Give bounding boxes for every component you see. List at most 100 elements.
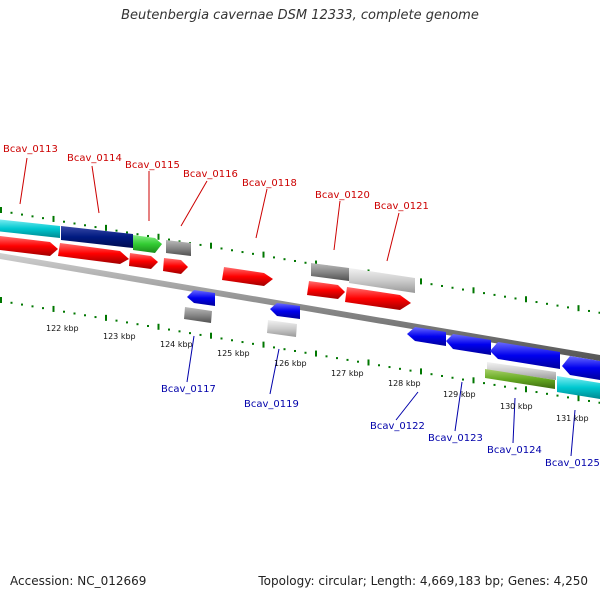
major-tick	[0, 207, 2, 213]
minor-tick	[220, 337, 223, 340]
gene-forward-arrow[interactable]	[307, 281, 345, 299]
major-tick	[315, 350, 317, 357]
minor-tick	[31, 215, 34, 218]
gene-bcav-0116-feature[interactable]	[166, 240, 191, 256]
minor-tick	[294, 259, 296, 262]
minor-tick	[42, 307, 44, 310]
gene-bcav-0125-feature[interactable]	[557, 376, 600, 399]
minor-tick	[273, 256, 275, 259]
major-tick	[472, 377, 475, 384]
major-tick	[105, 224, 107, 231]
major-tick	[0, 297, 2, 303]
gene-reverse-arrow[interactable]	[187, 290, 215, 306]
minor-tick	[462, 378, 464, 381]
gene-bcav-0115-feature[interactable]	[133, 235, 162, 253]
gene-bcav-0113-feature[interactable]	[0, 219, 60, 238]
bottom-gene-labels: Bcav_0117 Bcav_0119 Bcav_0122 Bcav_0123 …	[161, 384, 600, 469]
minor-tick	[252, 342, 254, 345]
scale-tick-label: 125 kbp	[217, 349, 250, 358]
minor-tick	[483, 292, 485, 295]
gene-label-bcav-0123[interactable]: Bcav_0123	[428, 433, 483, 444]
minor-tick	[63, 220, 65, 223]
minor-tick	[304, 351, 307, 354]
gene-bcav-0121-feature[interactable]	[349, 268, 415, 293]
minor-tick	[514, 297, 517, 300]
scale-tick-label: 127 kbp	[331, 369, 364, 378]
minor-tick	[136, 323, 139, 326]
gene-bcav-0120-feature[interactable]	[311, 263, 349, 281]
minor-tick	[63, 310, 65, 313]
gene-bcav-0117-feature[interactable]	[184, 307, 212, 323]
gene-bcav-0123-feature[interactable]	[446, 334, 491, 355]
gene-forward-arrow[interactable]	[0, 236, 58, 256]
major-tick	[420, 278, 422, 285]
gene-bcav-0114-feature[interactable]	[61, 226, 133, 248]
major-tick	[420, 368, 422, 375]
minor-tick	[598, 401, 600, 404]
accession-text: Accession: NC_012669	[10, 574, 147, 588]
gene-label-bcav-0121[interactable]: Bcav_0121	[374, 201, 429, 212]
top-leader-lines	[19, 157, 400, 262]
gene-reverse-arrow[interactable]	[562, 356, 600, 380]
scale-tick-label: 130 kbp	[500, 402, 533, 411]
gene-label-bcav-0122[interactable]: Bcav_0122	[370, 421, 425, 432]
gene-bcav-0118-feature[interactable]	[222, 267, 273, 286]
gene-label-bcav-0114[interactable]: Bcav_0114	[67, 153, 122, 164]
gene-bcav-0124-feature[interactable]	[487, 362, 556, 380]
major-tick	[105, 314, 107, 321]
minor-tick	[231, 249, 233, 252]
gene-label-bcav-0113[interactable]: Bcav_0113	[3, 144, 58, 155]
minor-tick	[378, 364, 380, 367]
minor-tick	[283, 348, 286, 351]
minor-tick	[73, 312, 76, 315]
minor-tick	[556, 394, 559, 397]
minor-tick	[283, 258, 286, 261]
scale-tick-label: 123 kbp	[103, 332, 136, 341]
minor-tick	[73, 222, 76, 225]
gene-forward-arrow[interactable]	[129, 253, 158, 269]
minor-tick	[199, 243, 202, 246]
major-tick	[525, 386, 527, 393]
scale-tick-label: 126 kbp	[274, 359, 307, 368]
gene-label-bcav-0118[interactable]: Bcav_0118	[242, 178, 297, 189]
scale-tick-label: 129 kbp	[443, 390, 476, 399]
gene-reverse-arrow[interactable]	[270, 303, 300, 319]
gene-forward-arrow[interactable]	[58, 243, 129, 264]
gene-label-bcav-0119[interactable]: Bcav_0119	[244, 399, 299, 410]
gene-label-bcav-0124[interactable]: Bcav_0124	[487, 445, 542, 456]
gene-label-bcav-0116[interactable]: Bcav_0116	[183, 169, 238, 180]
minor-tick	[483, 382, 485, 385]
minor-tick	[441, 284, 443, 287]
gene-reverse-arrow[interactable]	[490, 342, 560, 369]
gene-label-bcav-0120[interactable]: Bcav_0120	[315, 190, 370, 201]
gene-bcav-0122-feature[interactable]	[407, 327, 446, 346]
scale-labels: 122 kbp 123 kbp 124 kbp 125 kbp 126 kbp …	[46, 324, 589, 423]
minor-tick	[115, 319, 118, 322]
minor-tick	[147, 324, 149, 327]
gene-bcav-0124-olive-feature[interactable]	[485, 369, 555, 389]
minor-tick	[556, 304, 559, 307]
minor-tick	[199, 333, 202, 336]
gene-forward-arrow[interactable]	[163, 258, 188, 274]
gene-label-bcav-0117[interactable]: Bcav_0117	[161, 384, 216, 395]
scale-tick-label: 131 kbp	[556, 414, 589, 423]
minor-tick	[126, 321, 128, 324]
gene-forward-arrow[interactable]	[345, 287, 411, 310]
minor-tick	[220, 247, 223, 250]
minor-tick	[598, 311, 600, 314]
gene-bcav-0119-feature[interactable]	[267, 320, 297, 337]
gene-label-bcav-0115[interactable]: Bcav_0115	[125, 160, 180, 171]
scale-tick-label: 122 kbp	[46, 324, 79, 333]
minor-tick	[504, 385, 506, 388]
minor-tick	[84, 224, 86, 227]
minor-tick	[241, 251, 244, 254]
minor-tick	[21, 303, 23, 306]
gene-label-bcav-0125[interactable]: Bcav_0125	[545, 458, 600, 469]
minor-tick	[115, 229, 118, 232]
minor-tick	[241, 341, 244, 344]
minor-tick	[94, 316, 97, 319]
genome-summary-text: Topology: circular; Length: 4,669,183 bp…	[258, 574, 588, 588]
minor-tick	[10, 301, 13, 304]
major-tick	[577, 305, 580, 312]
top-gene-labels: Bcav_0113 Bcav_0114 Bcav_0115 Bcav_0116 …	[3, 144, 429, 212]
